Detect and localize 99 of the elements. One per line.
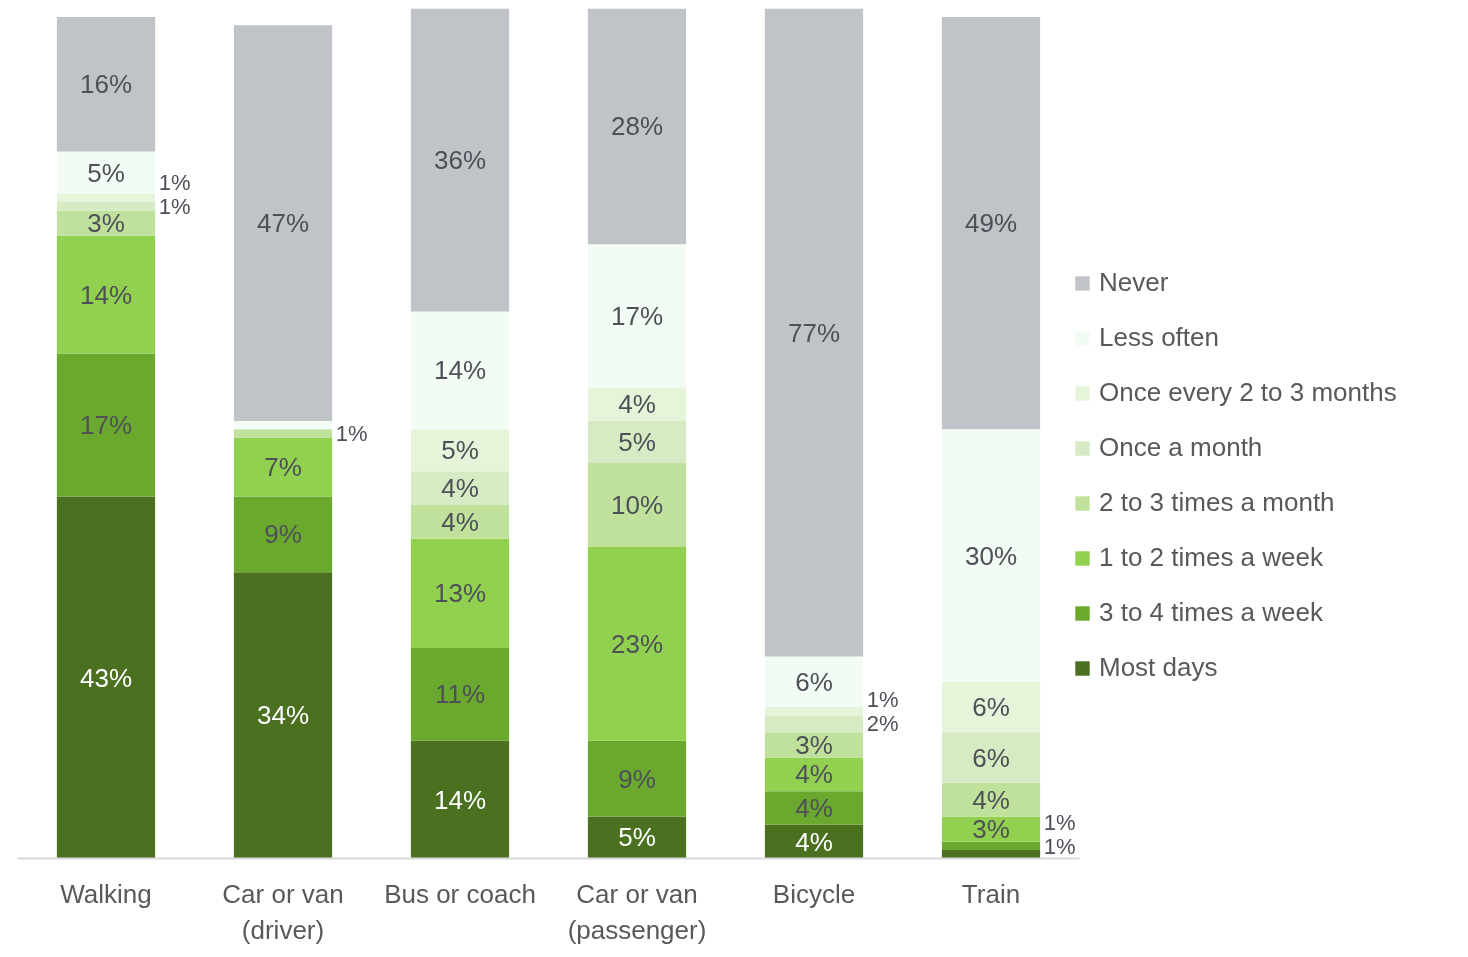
data-label: 4% — [441, 506, 479, 537]
bar — [764, 791, 864, 825]
data-label: 5% — [618, 822, 656, 853]
bar — [587, 420, 687, 463]
data-label: 1% — [335, 421, 368, 446]
data-label: 9% — [618, 763, 656, 794]
bar — [587, 387, 687, 421]
data-label: 14% — [79, 279, 133, 310]
data-label: 47% — [256, 208, 310, 239]
bar — [587, 816, 687, 859]
bar — [233, 420, 333, 430]
data-label: 3% — [795, 729, 833, 760]
data-label: 4% — [795, 826, 833, 857]
legend-label: Never — [1099, 267, 1169, 298]
bar — [410, 429, 510, 472]
data-label: 36% — [433, 144, 487, 175]
data-label: 13% — [433, 578, 487, 609]
bar — [56, 202, 156, 211]
bar — [410, 648, 510, 741]
bar — [56, 151, 156, 194]
bar — [587, 462, 687, 548]
bar — [587, 547, 687, 741]
x-tick-label: Car or van (passenger) — [567, 878, 707, 945]
bar — [233, 25, 333, 421]
legend-label: Once a month — [1099, 432, 1263, 463]
legend-label: Once every 2 to 3 months — [1099, 377, 1397, 408]
bar — [233, 437, 333, 497]
data-label: 4% — [441, 473, 479, 504]
bar — [941, 429, 1041, 682]
legend-label: Less often — [1099, 322, 1219, 353]
data-label: 34% — [256, 700, 310, 731]
bar — [410, 8, 510, 312]
bar — [233, 429, 333, 438]
data-label: 7% — [264, 452, 302, 483]
data-label: 17% — [610, 300, 664, 331]
data-label: 6% — [972, 742, 1010, 773]
bar — [587, 740, 687, 817]
data-label: 30% — [964, 540, 1018, 571]
data-label: 5% — [441, 435, 479, 466]
data-label: 3% — [972, 814, 1010, 845]
data-label: 5% — [87, 157, 125, 188]
x-tick-label: Car or van (driver) — [222, 878, 344, 945]
data-label: 49% — [964, 208, 1018, 239]
data-label: 6% — [795, 666, 833, 697]
data-label: 10% — [610, 490, 664, 521]
data-label: 6% — [972, 692, 1010, 723]
data-label: 1% — [158, 169, 191, 195]
x-tick-label: Train — [961, 878, 1021, 909]
data-label: 4% — [795, 759, 833, 790]
data-label: 23% — [610, 628, 664, 659]
bar — [764, 656, 864, 708]
bar — [941, 850, 1041, 859]
x-tick-label: Bus or coach — [384, 878, 536, 909]
data-label: 3% — [87, 208, 125, 239]
data-label: 17% — [79, 410, 133, 441]
bar — [56, 496, 156, 859]
data-label: 14% — [433, 784, 487, 815]
data-label: 1% — [866, 687, 899, 713]
legend-label: 1 to 2 times a week — [1099, 542, 1323, 573]
bar — [941, 732, 1041, 783]
data-label: 9% — [264, 519, 302, 550]
legend-label: Most days — [1099, 652, 1218, 683]
bar — [941, 681, 1041, 733]
bar — [764, 715, 864, 733]
bar — [410, 505, 510, 539]
bar — [233, 496, 333, 573]
data-label: 16% — [79, 69, 133, 100]
data-label: 43% — [79, 662, 133, 693]
bar — [56, 235, 156, 354]
bar — [410, 471, 510, 506]
bar — [764, 707, 864, 716]
data-label: 14% — [433, 355, 487, 386]
data-label: 1% — [1043, 834, 1076, 859]
bar — [233, 572, 333, 859]
bar — [410, 538, 510, 649]
data-label: 2% — [866, 711, 899, 737]
data-label: 11% — [434, 679, 486, 710]
bar — [587, 8, 687, 245]
x-tick-label: Bicycle — [772, 878, 856, 909]
bar — [56, 353, 156, 497]
legend-label: 2 to 3 times a month — [1099, 487, 1335, 518]
bar — [56, 16, 156, 152]
bar — [410, 740, 510, 859]
bar — [587, 244, 687, 388]
data-label: 4% — [972, 784, 1010, 815]
bar — [764, 8, 864, 657]
legend-label: 3 to 4 times a week — [1099, 597, 1323, 628]
data-label: 4% — [795, 793, 833, 823]
data-label: 77% — [787, 317, 841, 348]
data-label: 1% — [158, 193, 191, 219]
x-tick-label: Walking — [60, 878, 152, 909]
data-label: 5% — [618, 426, 656, 457]
data-label: 1% — [1043, 810, 1076, 835]
bar — [941, 841, 1041, 851]
bar — [410, 311, 510, 430]
data-label: 28% — [610, 111, 664, 142]
bar — [941, 16, 1041, 430]
data-label: 4% — [618, 389, 656, 420]
bar — [56, 193, 156, 203]
